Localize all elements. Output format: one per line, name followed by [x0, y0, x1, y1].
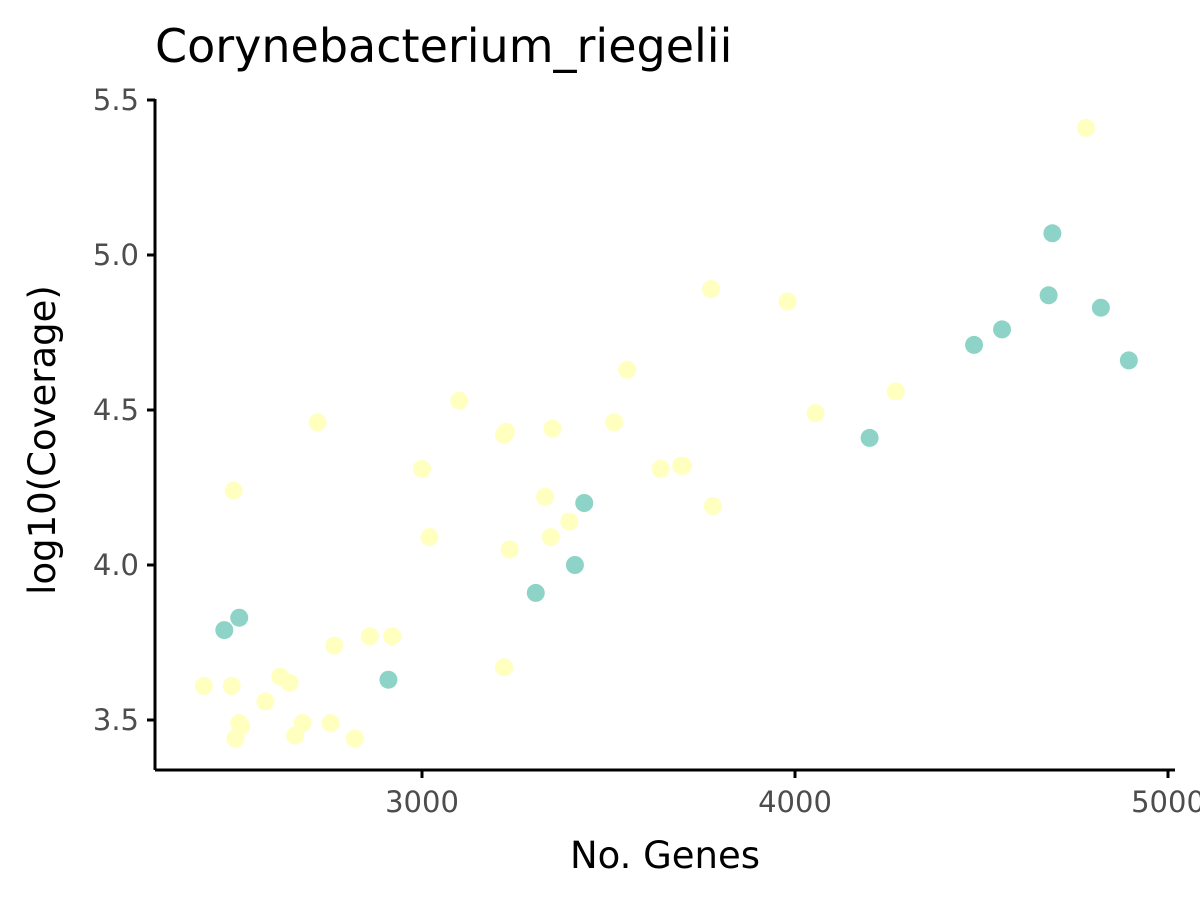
data-point-teal-11 — [1091, 298, 1110, 317]
data-point-teal-9 — [1039, 286, 1058, 305]
data-point-yellow-34 — [703, 497, 722, 516]
data-point-yellow-15 — [360, 627, 379, 646]
x-tick-label-2: 5000 — [1131, 785, 1200, 819]
data-point-teal-10 — [1043, 224, 1062, 243]
data-point-yellow-37 — [886, 382, 905, 401]
data-point-teal-7 — [965, 335, 984, 354]
data-point-yellow-1 — [222, 676, 241, 695]
data-point-yellow-28 — [605, 413, 624, 432]
data-point-yellow-2 — [224, 481, 243, 500]
data-point-teal-0 — [215, 621, 234, 640]
data-point-yellow-29 — [618, 360, 637, 379]
data-point-yellow-35 — [778, 292, 797, 311]
x-tick-label-1: 4000 — [758, 785, 832, 819]
y-axis-label: log10(Coverage) — [21, 285, 64, 595]
data-point-yellow-36 — [806, 404, 825, 423]
data-point-yellow-8 — [280, 673, 299, 692]
data-point-yellow-38 — [1076, 118, 1095, 137]
data-point-teal-8 — [993, 320, 1012, 339]
data-point-yellow-27 — [560, 512, 579, 531]
axis-ticks: 3000 4000 5000 3.5 4.0 4.5 5.0 5.5 — [93, 83, 1200, 819]
data-point-yellow-30 — [651, 459, 670, 478]
data-point-yellow-10 — [293, 714, 312, 733]
data-point-yellow-12 — [321, 714, 340, 733]
data-point-yellow-22 — [495, 658, 514, 677]
data-point-yellow-26 — [543, 419, 562, 438]
data-point-yellow-25 — [541, 528, 560, 547]
data-point-teal-6 — [860, 428, 879, 447]
y-tick-label-4: 5.5 — [93, 83, 139, 117]
x-tick-label-0: 3000 — [385, 785, 459, 819]
x-axis-label: No. Genes — [570, 834, 760, 877]
data-point-yellow-24 — [536, 487, 555, 506]
data-point-teal-5 — [575, 494, 594, 512]
data-point-yellow-6 — [256, 692, 275, 711]
y-tick-label-1: 4.0 — [93, 548, 139, 582]
data-point-yellow-11 — [308, 413, 327, 432]
data-point-teal-12 — [1119, 351, 1138, 370]
data-point-teal-1 — [230, 608, 249, 627]
data-point-yellow-18 — [420, 528, 439, 547]
data-point-teal-4 — [565, 556, 584, 574]
data-point-yellow-33 — [702, 280, 721, 299]
data-point-teal-2 — [379, 670, 398, 689]
data-point-yellow-16 — [383, 627, 402, 646]
data-point-yellow-19 — [450, 391, 469, 410]
y-tick-label-2: 4.5 — [93, 393, 139, 427]
data-points — [194, 118, 1138, 748]
y-tick-label-3: 5.0 — [93, 238, 139, 272]
data-point-yellow-21 — [496, 422, 515, 441]
data-point-yellow-5 — [232, 717, 251, 736]
data-point-yellow-0 — [194, 676, 213, 695]
y-tick-label-0: 3.5 — [93, 703, 139, 737]
data-point-yellow-17 — [413, 459, 431, 478]
chart-title: Corynebacterium_riegelii — [155, 19, 732, 73]
data-point-yellow-23 — [500, 540, 519, 559]
data-point-teal-3 — [526, 583, 545, 602]
data-point-yellow-13 — [325, 636, 344, 655]
data-point-yellow-14 — [345, 729, 364, 748]
data-point-yellow-32 — [674, 456, 693, 475]
